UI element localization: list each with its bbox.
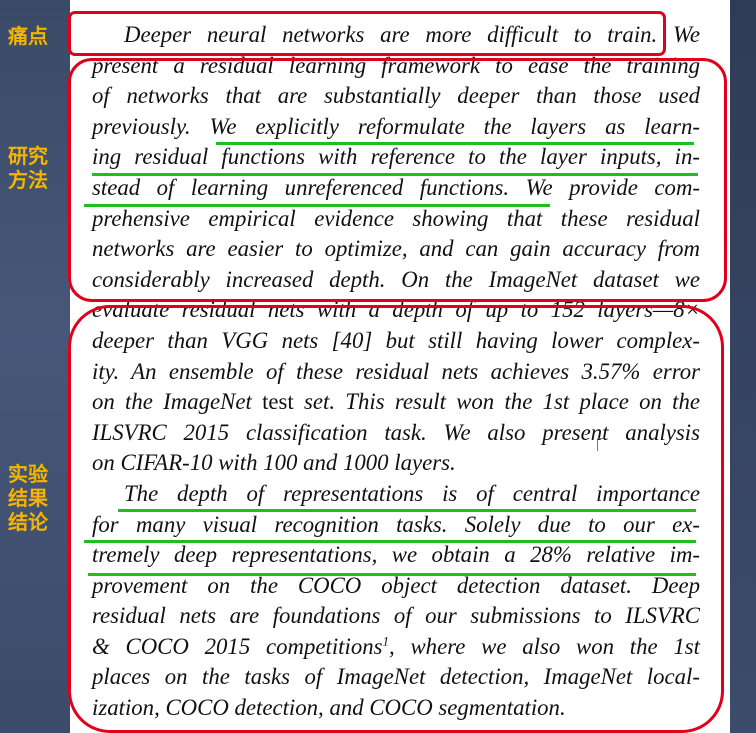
abstract-line: Deeper neural networks are more difficul… xyxy=(124,22,700,47)
label-pain-point: 痛点 xyxy=(8,24,48,48)
label-result-line3: 结论 xyxy=(8,510,48,534)
abstract-line: prehensive empirical evidence showing th… xyxy=(92,205,700,231)
abstract-line: for many visual recognition tasks. Solel… xyxy=(92,511,700,537)
abstract-line: deeper than VGG nets [40] but still havi… xyxy=(92,327,700,353)
method-box xyxy=(68,58,727,302)
label-results-conclusion: 实验 结果 结论 xyxy=(8,462,64,534)
abstract-line: present a residual learning framework to… xyxy=(92,52,700,78)
label-research-method: 研究 方法 xyxy=(8,144,64,192)
abstract-line: on the ImageNet test set. This result wo… xyxy=(92,387,700,418)
label-result-line2: 结果 xyxy=(8,486,48,510)
abstract-line: on CIFAR-10 with 100 and 1000 layers. xyxy=(92,450,456,476)
abstract-line-upright: test xyxy=(262,389,294,415)
abstract-line-tail: set. This result won the 1st place on th… xyxy=(304,389,700,415)
underline xyxy=(118,509,696,512)
abstract-line-head: & COCO 2015 competitions xyxy=(92,633,383,659)
paper-page xyxy=(70,0,730,733)
underline xyxy=(84,540,696,543)
abstract-line: residual nets are foundations of our sub… xyxy=(92,603,700,629)
abstract-line: & COCO 2015 competitions1, where we also… xyxy=(92,632,700,663)
abstract-line: ing residual functions with reference to… xyxy=(92,144,700,170)
underline xyxy=(92,173,698,176)
label-method-line2: 方法 xyxy=(8,168,48,192)
abstract-line: networks are easier to optimize, and can… xyxy=(92,236,700,262)
abstract-line: considerably increased depth. On the Ima… xyxy=(92,266,700,292)
pain-point-box xyxy=(68,11,666,56)
abstract-line: stead of learning unreferenced functions… xyxy=(92,174,700,200)
underline xyxy=(88,573,696,576)
abstract-line: ILSVRC 2015 classification task. We also… xyxy=(92,419,700,445)
abstract-line: provement on the COCO object detection d… xyxy=(92,572,700,598)
abstract-line: tremely deep representations, we obtain … xyxy=(92,542,700,568)
abstract-line: ization, COCO detection, and COCO segmen… xyxy=(92,695,566,721)
mouse-cursor xyxy=(597,438,604,451)
abstract-line: previously. We explicitly reformulate th… xyxy=(92,113,700,139)
underline xyxy=(216,142,694,145)
abstract-line: The depth of representations is of centr… xyxy=(124,480,700,506)
right-edge-strip xyxy=(730,0,756,733)
results-box xyxy=(68,305,724,733)
label-result-line1: 实验 xyxy=(8,462,48,486)
underline xyxy=(84,204,550,207)
abstract-line: ity. An ensemble of these residual nets … xyxy=(92,358,700,384)
abstract-text: Deeper neural networks are more difficul… xyxy=(92,20,700,724)
abstract-line: places on the tasks of ImageNet detectio… xyxy=(92,664,700,690)
abstract-line-tail: , where we also won the 1st xyxy=(389,633,701,659)
abstract-line-head: on the ImageNet xyxy=(92,389,252,415)
footnote-mark: 1 xyxy=(382,633,390,649)
label-method-line1: 研究 xyxy=(8,144,48,168)
abstract-line: of networks that are substantially deepe… xyxy=(92,83,700,109)
